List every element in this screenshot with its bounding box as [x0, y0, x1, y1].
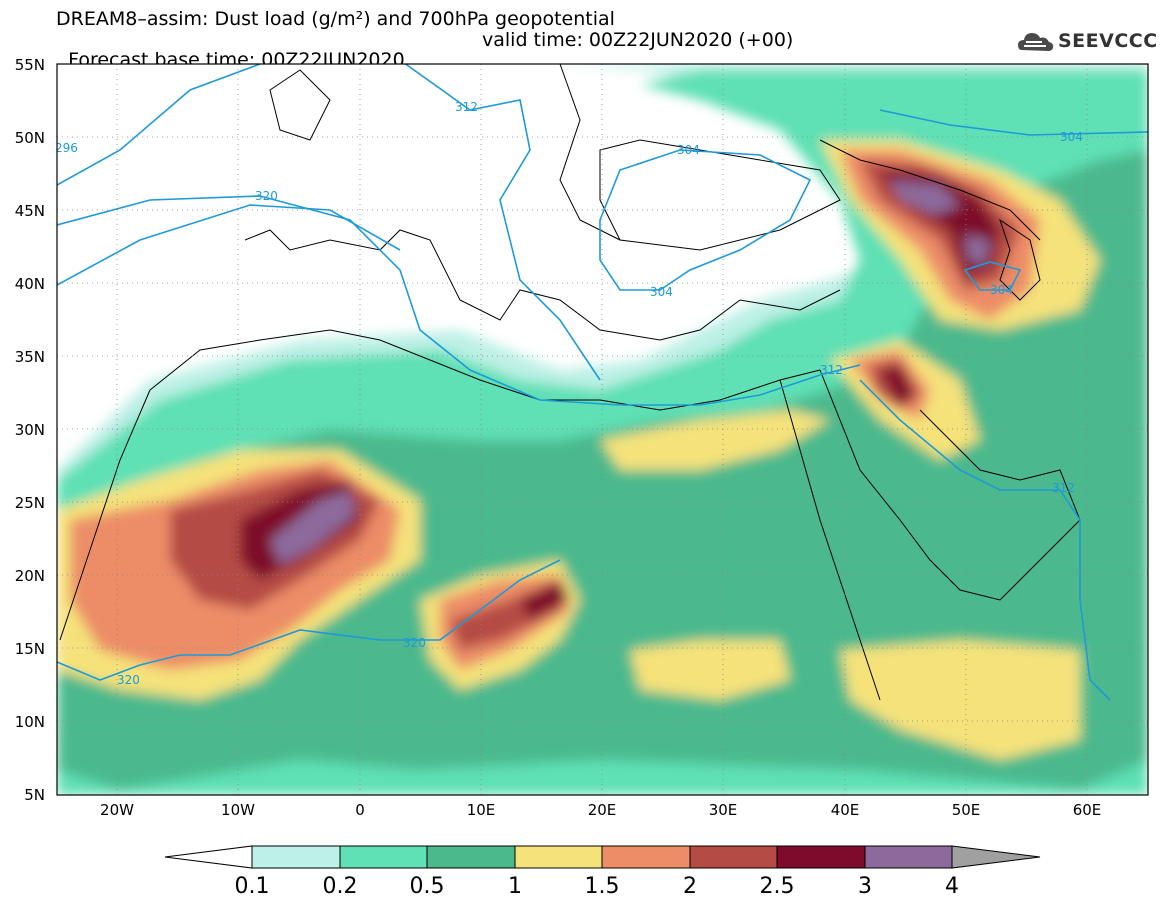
contour-label: 320 — [403, 636, 426, 650]
colorbar-labels: 0.1 0.2 0.5 1 1.5 2 2.5 3 4 — [235, 874, 960, 899]
dust-level-1-sudan — [630, 640, 790, 700]
contour-label: 304 — [677, 143, 700, 157]
dust-level-1-east — [600, 410, 830, 470]
contour-label: 312 — [455, 100, 478, 114]
valid-time: valid time: 00Z22JUN2020 (+00) — [482, 29, 794, 51]
dust-level-1-arabia — [840, 640, 1080, 760]
lat-label: 50N — [15, 129, 45, 147]
colorbar-bin — [689, 845, 778, 869]
colorbar-tick: 2.5 — [760, 874, 795, 899]
colorbar-bin — [776, 845, 866, 869]
colorbar-tick: 3 — [858, 874, 872, 899]
lat-label: 25N — [15, 494, 45, 512]
dust-level-2-5-iraq — [880, 365, 915, 405]
cloud-logo-icon — [1018, 33, 1054, 51]
contour-labels: 296 312 304 320 304 304 312 312 320 320 … — [55, 100, 1083, 687]
lon-label: 50E — [952, 801, 981, 819]
lon-label: 20W — [100, 801, 134, 819]
coastlines — [59, 64, 1081, 701]
contour-label: 312 — [820, 363, 843, 377]
lat-label: 20N — [15, 567, 45, 585]
logo-text: SEEVCCC — [1058, 30, 1158, 52]
colorbar-bin — [251, 845, 341, 869]
lat-label: 35N — [15, 348, 45, 366]
colorbar-bin — [514, 845, 603, 869]
contour-label: 296 — [55, 141, 78, 155]
lat-label: 10N — [15, 713, 45, 731]
colorbar-high-arrow — [951, 845, 1041, 869]
lon-label: 20E — [588, 801, 617, 819]
longitude-labels: 20W 10W 0 10E 20E 30E 40E 50E 60E — [100, 801, 1101, 819]
seevccc-logo: SEEVCCC — [1016, 24, 1158, 60]
lat-label: 45N — [15, 202, 45, 220]
lon-label: 10E — [467, 801, 496, 819]
lat-label: 5N — [24, 786, 45, 804]
colorbar-tick: 1.5 — [585, 874, 620, 899]
colorbar — [164, 845, 1041, 869]
colorbar-tick: 2 — [683, 874, 697, 899]
dust-level-3-west — [270, 490, 355, 565]
colorbar-bin — [339, 845, 428, 869]
geopotential-contours — [57, 64, 1148, 701]
colorbar-bin — [426, 845, 516, 869]
colorbar-bin — [601, 845, 691, 869]
contour-label: 320 — [255, 189, 278, 203]
dust-level-0-5 — [57, 150, 1148, 790]
colorbar-tick: 0.2 — [323, 874, 358, 899]
contour-label: 304 — [990, 283, 1013, 297]
map-frame — [56, 63, 1149, 796]
lon-label: 10W — [221, 801, 255, 819]
colorbar-tick: 4 — [945, 874, 959, 899]
lat-label: 15N — [15, 640, 45, 658]
latitude-labels: 55N 50N 45N 40N 35N 30N 25N 20N 15N 10N … — [15, 56, 45, 804]
lat-label: 40N — [15, 275, 45, 293]
dust-level-3-caspian — [890, 180, 960, 215]
colorbar-low-arrow — [164, 845, 253, 869]
contour-label: 304 — [650, 285, 673, 299]
lon-label: 60E — [1073, 801, 1102, 819]
colorbar-tick: 0.5 — [410, 874, 445, 899]
lat-label: 55N — [15, 56, 45, 74]
dust-field: 296 312 304 320 304 304 312 312 320 320 … — [55, 64, 1148, 795]
lon-label: 40E — [831, 801, 860, 819]
dust-level-2-5-sahel — [520, 580, 570, 620]
contour-label: 304 — [1060, 130, 1083, 144]
map-title-line-1: DREAM8–assim: Dust load (g/m²) and 700hP… — [56, 8, 615, 30]
contour-label: 320 — [117, 673, 140, 687]
colorbar-tick: 1 — [508, 874, 522, 899]
contour-label: 312 — [1052, 481, 1075, 495]
lon-label: 0 — [355, 801, 365, 819]
dust-level-3-caspian-south — [965, 235, 990, 265]
lon-label: 30E — [709, 801, 738, 819]
colorbar-bin — [864, 845, 953, 869]
colorbar-tick: 0.1 — [235, 874, 270, 899]
lat-lon-grid — [57, 64, 1148, 795]
lat-label: 30N — [15, 421, 45, 439]
